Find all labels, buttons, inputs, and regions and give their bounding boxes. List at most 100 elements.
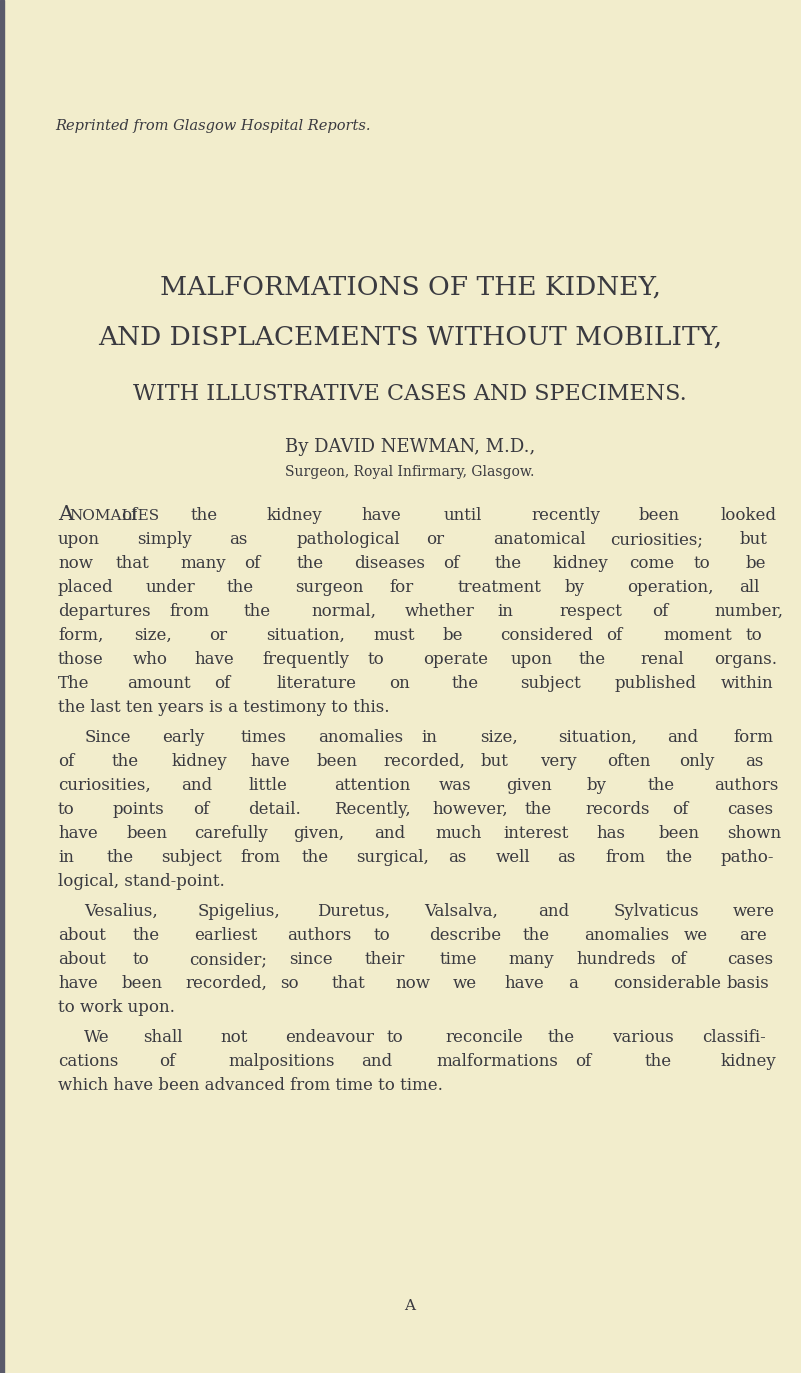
Text: of: of bbox=[121, 507, 137, 524]
Text: which have been advanced from time to time.: which have been advanced from time to ti… bbox=[58, 1076, 443, 1094]
Bar bbox=[0, 0, 4, 1373]
Text: as: as bbox=[557, 849, 575, 866]
Text: A: A bbox=[58, 505, 73, 524]
Text: Duretus,: Duretus, bbox=[317, 903, 390, 920]
Text: A: A bbox=[405, 1299, 416, 1313]
Text: the: the bbox=[296, 555, 324, 573]
Text: who: who bbox=[132, 651, 167, 669]
Text: attention: attention bbox=[335, 777, 411, 794]
Text: cases: cases bbox=[727, 951, 773, 968]
Text: earliest: earliest bbox=[194, 927, 257, 945]
Text: literature: literature bbox=[277, 676, 356, 692]
Text: anomalies: anomalies bbox=[318, 729, 404, 746]
Text: to work upon.: to work upon. bbox=[58, 1000, 175, 1016]
Text: and: and bbox=[537, 903, 569, 920]
Text: have: have bbox=[58, 975, 98, 993]
Text: from: from bbox=[170, 603, 210, 621]
Text: Vesalius,: Vesalius, bbox=[84, 903, 158, 920]
Text: on: on bbox=[389, 676, 410, 692]
Text: By DAVID NEWMAN, M.D.,: By DAVID NEWMAN, M.D., bbox=[285, 438, 535, 456]
Text: since: since bbox=[289, 951, 333, 968]
Text: AND DISPLACEMENTS WITHOUT MOBILITY,: AND DISPLACEMENTS WITHOUT MOBILITY, bbox=[98, 325, 722, 350]
Text: the: the bbox=[525, 800, 552, 818]
Text: moment: moment bbox=[663, 627, 732, 644]
Text: curiosities,: curiosities, bbox=[58, 777, 151, 794]
Text: of: of bbox=[670, 951, 686, 968]
Text: time: time bbox=[439, 951, 477, 968]
Text: recorded,: recorded, bbox=[186, 975, 268, 993]
Text: upon: upon bbox=[58, 531, 100, 548]
Text: considered: considered bbox=[500, 627, 593, 644]
Text: authors: authors bbox=[714, 777, 779, 794]
Text: classifi-: classifi- bbox=[702, 1028, 766, 1046]
Text: anomalies: anomalies bbox=[585, 927, 670, 945]
Text: given,: given, bbox=[293, 825, 344, 842]
Text: the: the bbox=[452, 676, 479, 692]
Text: the: the bbox=[645, 1053, 672, 1070]
Text: interest: interest bbox=[504, 825, 570, 842]
Text: not: not bbox=[220, 1028, 248, 1046]
Text: have: have bbox=[58, 825, 98, 842]
Text: must: must bbox=[373, 627, 415, 644]
Text: however,: however, bbox=[433, 800, 508, 818]
Text: NOMALIES: NOMALIES bbox=[69, 509, 159, 523]
Text: very: very bbox=[541, 752, 578, 770]
Text: times: times bbox=[240, 729, 286, 746]
Text: have: have bbox=[194, 651, 234, 669]
Text: We: We bbox=[84, 1028, 110, 1046]
Text: much: much bbox=[436, 825, 482, 842]
Text: Spigelius,: Spigelius, bbox=[198, 903, 280, 920]
Text: been: been bbox=[126, 825, 167, 842]
Text: the: the bbox=[547, 1028, 574, 1046]
Text: pathological: pathological bbox=[296, 531, 400, 548]
Text: and: and bbox=[181, 777, 212, 794]
Text: Reprinted from Glasgow Hospital Reports.: Reprinted from Glasgow Hospital Reports. bbox=[55, 119, 371, 133]
Text: Valsalva,: Valsalva, bbox=[425, 903, 498, 920]
Text: of: of bbox=[653, 603, 669, 621]
Text: endeavour: endeavour bbox=[284, 1028, 374, 1046]
Text: number,: number, bbox=[714, 603, 783, 621]
Text: until: until bbox=[443, 507, 481, 524]
Text: the: the bbox=[647, 777, 674, 794]
Text: anatomical: anatomical bbox=[493, 531, 586, 548]
Text: the: the bbox=[132, 927, 159, 945]
Text: treatment: treatment bbox=[458, 579, 542, 596]
Text: amount: amount bbox=[127, 676, 191, 692]
Text: simply: simply bbox=[138, 531, 192, 548]
Text: basis: basis bbox=[727, 975, 770, 993]
Text: organs.: organs. bbox=[714, 651, 777, 669]
Text: now: now bbox=[58, 555, 93, 573]
Text: subject: subject bbox=[521, 676, 582, 692]
Text: but: but bbox=[481, 752, 509, 770]
Text: malformations: malformations bbox=[437, 1053, 558, 1070]
Text: kidney: kidney bbox=[553, 555, 609, 573]
Text: MALFORMATIONS OF THE KIDNEY,: MALFORMATIONS OF THE KIDNEY, bbox=[159, 275, 661, 299]
Text: describe: describe bbox=[429, 927, 501, 945]
Text: of: of bbox=[58, 752, 74, 770]
Text: but: but bbox=[739, 531, 767, 548]
Text: recorded,: recorded, bbox=[383, 752, 465, 770]
Text: of: of bbox=[672, 800, 688, 818]
Text: to: to bbox=[387, 1028, 404, 1046]
Text: of: of bbox=[606, 627, 623, 644]
Text: been: been bbox=[638, 507, 679, 524]
Text: surgical,: surgical, bbox=[356, 849, 429, 866]
Text: well: well bbox=[496, 849, 531, 866]
Text: reconcile: reconcile bbox=[445, 1028, 523, 1046]
Text: in: in bbox=[498, 603, 513, 621]
Text: been: been bbox=[658, 825, 700, 842]
Text: WITH ILLUSTRATIVE CASES AND SPECIMENS.: WITH ILLUSTRATIVE CASES AND SPECIMENS. bbox=[133, 383, 687, 405]
Text: in: in bbox=[58, 849, 74, 866]
Text: normal,: normal, bbox=[312, 603, 377, 621]
Text: to: to bbox=[58, 800, 74, 818]
Text: in: in bbox=[421, 729, 437, 746]
Text: by: by bbox=[586, 777, 606, 794]
Text: we: we bbox=[453, 975, 477, 993]
Text: their: their bbox=[364, 951, 405, 968]
Text: of: of bbox=[193, 800, 209, 818]
Text: authors: authors bbox=[288, 927, 352, 945]
Text: the: the bbox=[578, 651, 606, 669]
Text: and: and bbox=[374, 825, 405, 842]
Text: size,: size, bbox=[481, 729, 518, 746]
Text: kidney: kidney bbox=[721, 1053, 776, 1070]
